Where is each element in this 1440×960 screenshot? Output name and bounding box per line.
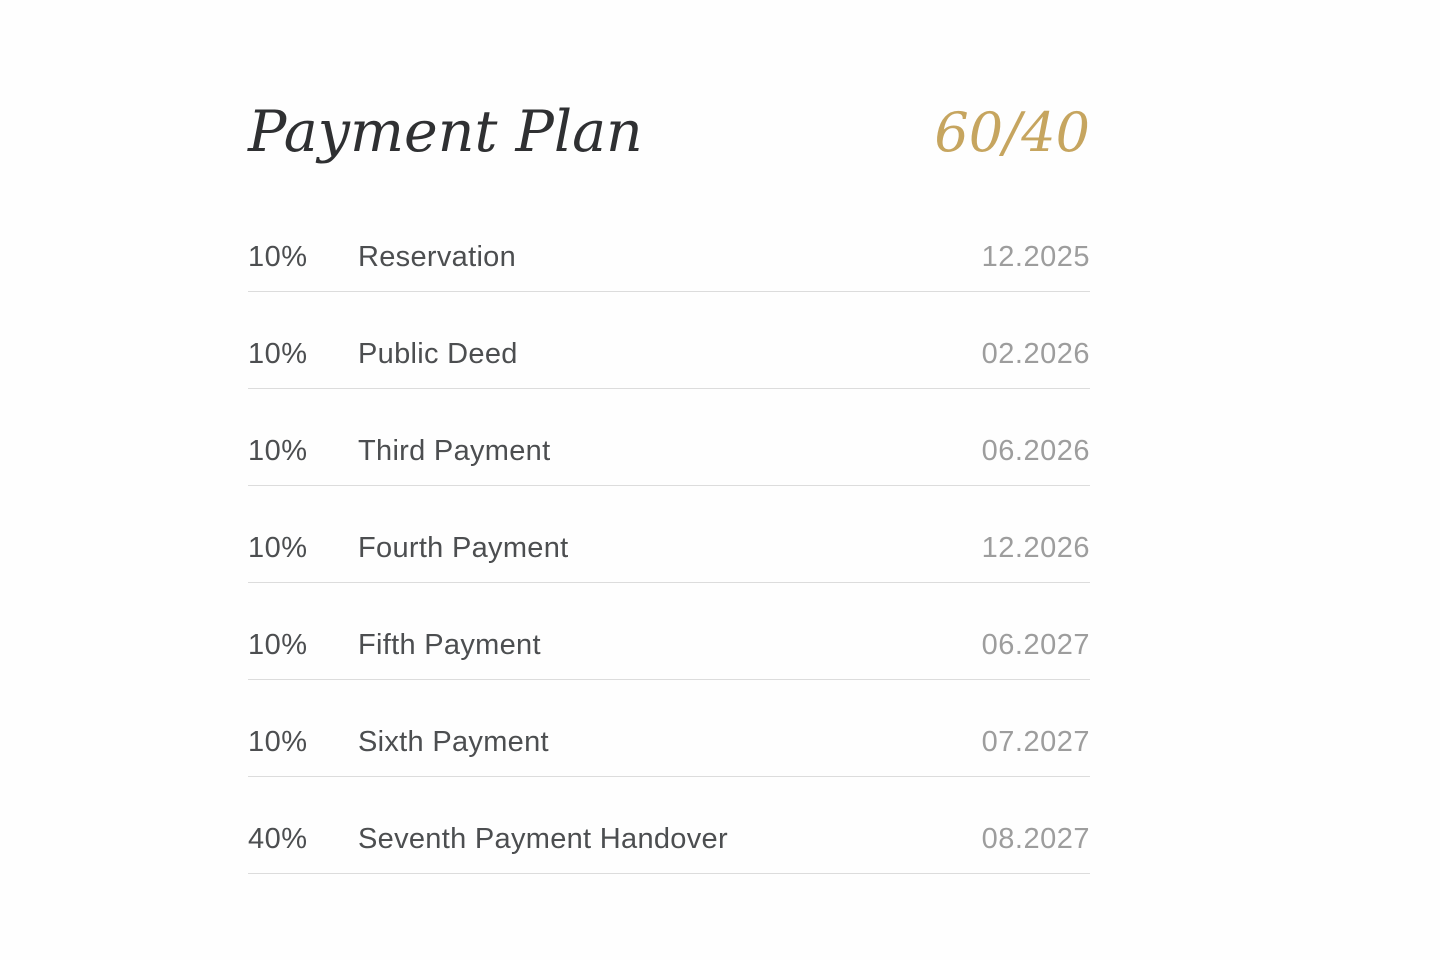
- payment-plan-table: 10% Reservation 12.2025 10% Public Deed …: [248, 195, 1090, 874]
- row-label: Fifth Payment: [358, 629, 541, 661]
- row-date: 08.2027: [981, 823, 1090, 855]
- row-label: Reservation: [358, 241, 517, 273]
- table-row: 10% Sixth Payment 07.2027: [248, 680, 1090, 777]
- payment-ratio-label: 60/40: [934, 101, 1090, 164]
- table-row: 10% Fifth Payment 06.2027: [248, 583, 1090, 680]
- row-percent: 10%: [248, 726, 308, 758]
- table-row: 10% Fourth Payment 12.2026: [248, 486, 1090, 583]
- row-date: 06.2026: [981, 435, 1090, 467]
- payment-plan-section: Payment Plan 60/40 10% Reservation 12.20…: [248, 92, 1090, 874]
- section-header: Payment Plan 60/40: [248, 92, 1090, 173]
- row-date: 12.2026: [981, 532, 1090, 564]
- page-title: Payment Plan: [248, 99, 643, 165]
- table-row: 10% Third Payment 06.2026: [248, 389, 1090, 486]
- row-label: Third Payment: [358, 435, 551, 467]
- row-percent: 10%: [248, 532, 308, 564]
- row-date: 06.2027: [981, 629, 1090, 661]
- table-row: 10% Public Deed 02.2026: [248, 292, 1090, 389]
- row-percent: 10%: [248, 435, 308, 467]
- row-label: Public Deed: [358, 338, 518, 370]
- row-date: 02.2026: [981, 338, 1090, 370]
- row-date: 07.2027: [981, 726, 1090, 758]
- table-row: 40% Seventh Payment Handover 08.2027: [248, 777, 1090, 874]
- table-row: 10% Reservation 12.2025: [248, 195, 1090, 292]
- row-percent: 10%: [248, 629, 308, 661]
- row-label: Fourth Payment: [358, 532, 569, 564]
- row-date: 12.2025: [981, 241, 1090, 273]
- row-label: Sixth Payment: [358, 726, 549, 758]
- row-percent: 10%: [248, 338, 308, 370]
- row-percent: 40%: [248, 823, 308, 855]
- row-label: Seventh Payment Handover: [358, 823, 728, 855]
- row-percent: 10%: [248, 241, 308, 273]
